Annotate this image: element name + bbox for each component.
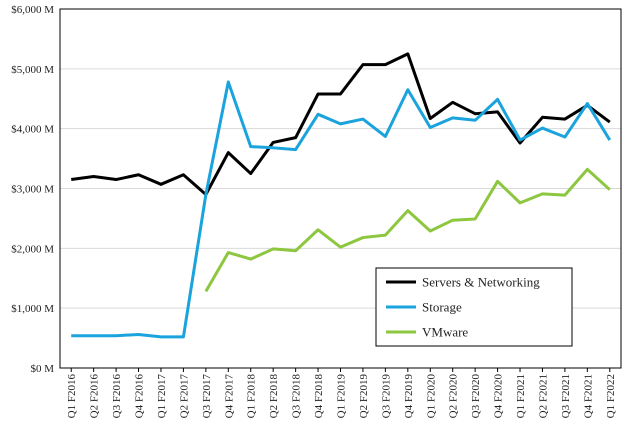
y-tick-label: $4,000 M bbox=[11, 124, 54, 136]
x-tick-label: Q4 F2017 bbox=[223, 374, 235, 419]
x-tick-label: Q2 F2017 bbox=[178, 374, 190, 419]
x-tick-label: Q3 F2019 bbox=[380, 374, 392, 419]
x-axis-ticks: Q1 F2016 Q2 F2016 Q3 F2016 Q4 F2016 Q1 F2017… bbox=[66, 368, 617, 418]
x-tick-label: Q1 F2019 bbox=[336, 374, 348, 419]
y-tick-label: $0 M bbox=[30, 363, 54, 375]
gridlines bbox=[60, 8, 621, 309]
y-tick-label: $3,000 M bbox=[11, 184, 54, 196]
x-tick-label: Q1 F2020 bbox=[425, 374, 437, 419]
x-tick-label: Q1 F2021 bbox=[515, 374, 527, 418]
series-line-storage bbox=[71, 80, 612, 339]
legend-label: Storage bbox=[422, 300, 462, 315]
y-tick-label: $6,000 M bbox=[11, 4, 54, 16]
series-lines bbox=[71, 52, 612, 339]
x-tick-label: Q1 F2016 bbox=[66, 374, 78, 419]
legend-label: Servers & Networking bbox=[422, 275, 540, 290]
x-tick-label: Q3 F2020 bbox=[470, 374, 482, 419]
y-tick-label: $1,000 M bbox=[11, 303, 54, 315]
x-tick-label: Q2 F2020 bbox=[448, 374, 460, 419]
x-tick-label: Q1 F2018 bbox=[246, 374, 258, 419]
legend: Servers & Networking Storage VMware bbox=[375, 267, 573, 347]
x-tick-label: Q2 F2021 bbox=[537, 374, 549, 418]
x-tick-label: Q1 F2017 bbox=[156, 374, 168, 419]
x-tick-label: Q1 F2022 bbox=[605, 374, 617, 418]
series-line-vmware bbox=[204, 167, 611, 293]
y-axis-ticks: $0 M $1,000 M $2,000 M $3,000 M $4,000 M $5,0… bbox=[11, 4, 54, 375]
x-tick-label: Q2 F2019 bbox=[358, 374, 370, 419]
x-tick-label: Q2 F2016 bbox=[89, 374, 101, 419]
x-tick-label: Q4 F2020 bbox=[493, 374, 505, 419]
x-tick-label: Q4 F2016 bbox=[134, 374, 146, 419]
x-tick-label: Q3 F2018 bbox=[291, 374, 303, 419]
legend-label: VMware bbox=[422, 325, 468, 340]
x-tick-label: Q3 F2017 bbox=[201, 374, 213, 419]
x-tick-label: Q4 F2021 bbox=[582, 374, 594, 418]
series-line-servers-networking bbox=[71, 52, 611, 196]
x-tick-label: Q2 F2018 bbox=[268, 374, 280, 419]
x-tick-label: Q3 F2021 bbox=[560, 374, 572, 418]
y-tick-label: $2,000 M bbox=[11, 243, 54, 255]
x-tick-label: Q4 F2018 bbox=[313, 374, 325, 419]
x-tick-label: Q4 F2019 bbox=[403, 374, 415, 419]
y-tick-label: $5,000 M bbox=[11, 64, 54, 76]
x-tick-label: Q3 F2016 bbox=[111, 374, 123, 419]
